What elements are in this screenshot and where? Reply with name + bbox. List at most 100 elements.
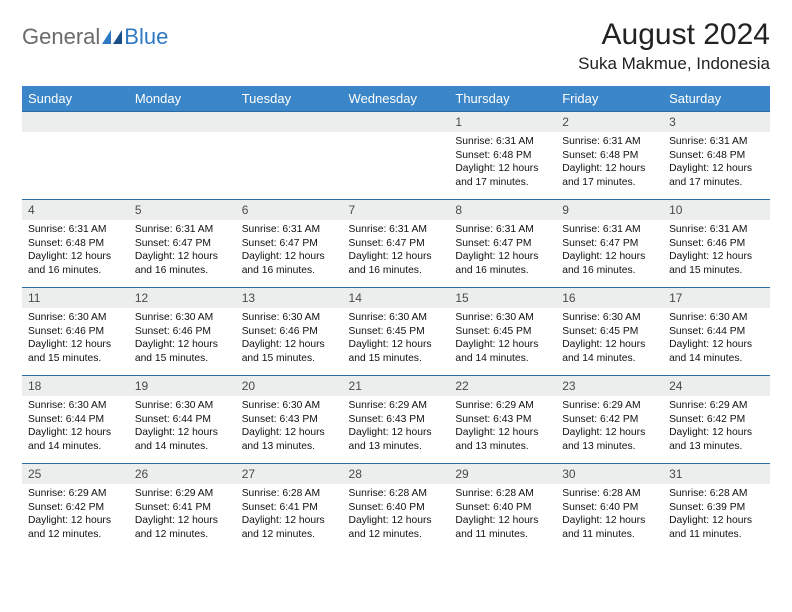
calendar-cell: 16Sunrise: 6:30 AMSunset: 6:45 PMDayligh…: [556, 288, 663, 376]
calendar-cell: 19Sunrise: 6:30 AMSunset: 6:44 PMDayligh…: [129, 376, 236, 464]
day-data: Sunrise: 6:31 AMSunset: 6:47 PMDaylight:…: [343, 220, 450, 281]
day-number: 7: [343, 200, 450, 220]
day-number: 10: [663, 200, 770, 220]
day-number: 30: [556, 464, 663, 484]
calendar-cell: 26Sunrise: 6:29 AMSunset: 6:41 PMDayligh…: [129, 464, 236, 552]
calendar-cell: [236, 112, 343, 200]
day-data: Sunrise: 6:31 AMSunset: 6:48 PMDaylight:…: [663, 132, 770, 193]
day-number: 23: [556, 376, 663, 396]
weekday-header: Monday: [129, 86, 236, 112]
calendar-cell: 13Sunrise: 6:30 AMSunset: 6:46 PMDayligh…: [236, 288, 343, 376]
calendar-cell: 27Sunrise: 6:28 AMSunset: 6:41 PMDayligh…: [236, 464, 343, 552]
day-data: Sunrise: 6:29 AMSunset: 6:42 PMDaylight:…: [663, 396, 770, 457]
day-data: Sunrise: 6:31 AMSunset: 6:46 PMDaylight:…: [663, 220, 770, 281]
calendar-cell: 22Sunrise: 6:29 AMSunset: 6:43 PMDayligh…: [449, 376, 556, 464]
calendar-cell: 9Sunrise: 6:31 AMSunset: 6:47 PMDaylight…: [556, 200, 663, 288]
logo-text-blue: Blue: [124, 24, 168, 50]
day-data: Sunrise: 6:30 AMSunset: 6:45 PMDaylight:…: [449, 308, 556, 369]
day-number: 17: [663, 288, 770, 308]
day-number: 22: [449, 376, 556, 396]
day-data: Sunrise: 6:31 AMSunset: 6:47 PMDaylight:…: [449, 220, 556, 281]
calendar-cell: 6Sunrise: 6:31 AMSunset: 6:47 PMDaylight…: [236, 200, 343, 288]
day-number: 31: [663, 464, 770, 484]
calendar-table: SundayMondayTuesdayWednesdayThursdayFrid…: [22, 86, 770, 552]
calendar-cell: 23Sunrise: 6:29 AMSunset: 6:42 PMDayligh…: [556, 376, 663, 464]
day-data: Sunrise: 6:31 AMSunset: 6:47 PMDaylight:…: [236, 220, 343, 281]
calendar-cell: 25Sunrise: 6:29 AMSunset: 6:42 PMDayligh…: [22, 464, 129, 552]
day-data: Sunrise: 6:31 AMSunset: 6:48 PMDaylight:…: [449, 132, 556, 193]
calendar-cell: 30Sunrise: 6:28 AMSunset: 6:40 PMDayligh…: [556, 464, 663, 552]
day-data: Sunrise: 6:30 AMSunset: 6:44 PMDaylight:…: [22, 396, 129, 457]
day-data: Sunrise: 6:30 AMSunset: 6:46 PMDaylight:…: [22, 308, 129, 369]
day-data: Sunrise: 6:28 AMSunset: 6:40 PMDaylight:…: [556, 484, 663, 545]
logo: General Blue: [22, 18, 168, 50]
day-number: [129, 112, 236, 132]
day-data: [22, 132, 129, 139]
day-data: Sunrise: 6:29 AMSunset: 6:43 PMDaylight:…: [449, 396, 556, 457]
day-number: 24: [663, 376, 770, 396]
calendar-cell: 14Sunrise: 6:30 AMSunset: 6:45 PMDayligh…: [343, 288, 450, 376]
weekday-header: Thursday: [449, 86, 556, 112]
day-data: Sunrise: 6:28 AMSunset: 6:39 PMDaylight:…: [663, 484, 770, 545]
calendar-cell: 5Sunrise: 6:31 AMSunset: 6:47 PMDaylight…: [129, 200, 236, 288]
day-number: 14: [343, 288, 450, 308]
calendar-week: 18Sunrise: 6:30 AMSunset: 6:44 PMDayligh…: [22, 376, 770, 464]
calendar-cell: 3Sunrise: 6:31 AMSunset: 6:48 PMDaylight…: [663, 112, 770, 200]
day-data: Sunrise: 6:29 AMSunset: 6:42 PMDaylight:…: [556, 396, 663, 457]
day-data: Sunrise: 6:30 AMSunset: 6:46 PMDaylight:…: [236, 308, 343, 369]
day-data: Sunrise: 6:31 AMSunset: 6:47 PMDaylight:…: [129, 220, 236, 281]
day-number: [343, 112, 450, 132]
day-data: [236, 132, 343, 139]
page-title: August 2024: [578, 18, 770, 52]
day-number: 6: [236, 200, 343, 220]
weekday-header: Saturday: [663, 86, 770, 112]
calendar-cell: 4Sunrise: 6:31 AMSunset: 6:48 PMDaylight…: [22, 200, 129, 288]
calendar-cell: 21Sunrise: 6:29 AMSunset: 6:43 PMDayligh…: [343, 376, 450, 464]
calendar-cell: [22, 112, 129, 200]
day-data: Sunrise: 6:31 AMSunset: 6:48 PMDaylight:…: [556, 132, 663, 193]
calendar-week: 1Sunrise: 6:31 AMSunset: 6:48 PMDaylight…: [22, 112, 770, 200]
calendar-cell: 31Sunrise: 6:28 AMSunset: 6:39 PMDayligh…: [663, 464, 770, 552]
weekday-header: Tuesday: [236, 86, 343, 112]
day-number: 15: [449, 288, 556, 308]
day-number: 8: [449, 200, 556, 220]
calendar-week: 11Sunrise: 6:30 AMSunset: 6:46 PMDayligh…: [22, 288, 770, 376]
day-data: Sunrise: 6:30 AMSunset: 6:45 PMDaylight:…: [556, 308, 663, 369]
calendar-week: 25Sunrise: 6:29 AMSunset: 6:42 PMDayligh…: [22, 464, 770, 552]
day-number: 16: [556, 288, 663, 308]
weekday-header: Friday: [556, 86, 663, 112]
calendar-cell: 7Sunrise: 6:31 AMSunset: 6:47 PMDaylight…: [343, 200, 450, 288]
day-data: Sunrise: 6:28 AMSunset: 6:40 PMDaylight:…: [343, 484, 450, 545]
calendar-cell: 29Sunrise: 6:28 AMSunset: 6:40 PMDayligh…: [449, 464, 556, 552]
header: General Blue August 2024 Suka Makmue, In…: [22, 18, 770, 74]
calendar-cell: 1Sunrise: 6:31 AMSunset: 6:48 PMDaylight…: [449, 112, 556, 200]
day-data: [129, 132, 236, 139]
calendar-header-row: SundayMondayTuesdayWednesdayThursdayFrid…: [22, 86, 770, 112]
day-number: 13: [236, 288, 343, 308]
calendar-cell: [343, 112, 450, 200]
day-data: Sunrise: 6:30 AMSunset: 6:43 PMDaylight:…: [236, 396, 343, 457]
day-data: Sunrise: 6:28 AMSunset: 6:40 PMDaylight:…: [449, 484, 556, 545]
day-number: 3: [663, 112, 770, 132]
day-data: Sunrise: 6:31 AMSunset: 6:47 PMDaylight:…: [556, 220, 663, 281]
day-number: [236, 112, 343, 132]
day-number: 2: [556, 112, 663, 132]
day-number: 27: [236, 464, 343, 484]
calendar-cell: 10Sunrise: 6:31 AMSunset: 6:46 PMDayligh…: [663, 200, 770, 288]
title-block: August 2024 Suka Makmue, Indonesia: [578, 18, 770, 74]
weekday-header: Sunday: [22, 86, 129, 112]
calendar-cell: 28Sunrise: 6:28 AMSunset: 6:40 PMDayligh…: [343, 464, 450, 552]
day-data: Sunrise: 6:30 AMSunset: 6:44 PMDaylight:…: [129, 396, 236, 457]
day-number: 12: [129, 288, 236, 308]
day-number: 28: [343, 464, 450, 484]
calendar-cell: 8Sunrise: 6:31 AMSunset: 6:47 PMDaylight…: [449, 200, 556, 288]
day-data: Sunrise: 6:30 AMSunset: 6:46 PMDaylight:…: [129, 308, 236, 369]
day-number: 20: [236, 376, 343, 396]
calendar-cell: 12Sunrise: 6:30 AMSunset: 6:46 PMDayligh…: [129, 288, 236, 376]
weekday-header: Wednesday: [343, 86, 450, 112]
day-number: 4: [22, 200, 129, 220]
calendar-cell: 2Sunrise: 6:31 AMSunset: 6:48 PMDaylight…: [556, 112, 663, 200]
calendar-cell: 11Sunrise: 6:30 AMSunset: 6:46 PMDayligh…: [22, 288, 129, 376]
day-number: 21: [343, 376, 450, 396]
day-number: [22, 112, 129, 132]
